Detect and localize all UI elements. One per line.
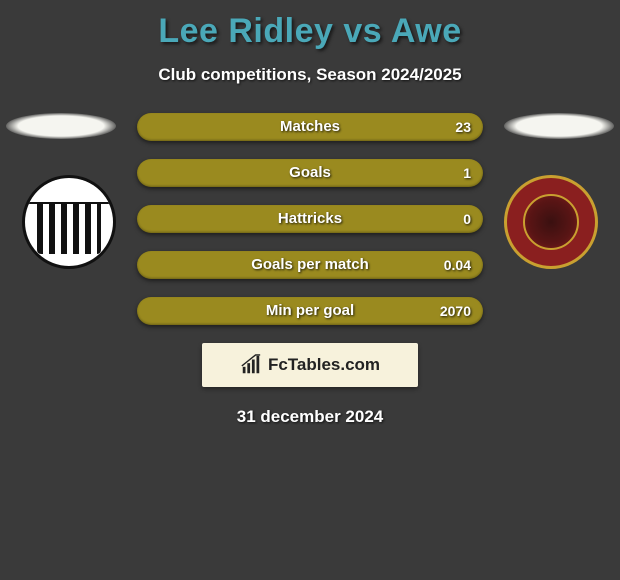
stat-right-value: 0.04 (444, 251, 471, 279)
club-crest-right (504, 175, 598, 269)
club-crest-left (22, 175, 116, 269)
stat-label: Matches (137, 113, 483, 141)
brand-name: FcTables.com (268, 355, 380, 375)
stat-right-value: 23 (455, 113, 471, 141)
stat-right-value: 2070 (440, 297, 471, 325)
comparison-area: Matches 23 Goals 1 Hattricks 0 Goals per… (0, 113, 620, 427)
stat-row-hattricks: Hattricks 0 (137, 205, 483, 233)
stat-right-value: 0 (463, 205, 471, 233)
stat-right-value: 1 (463, 159, 471, 187)
stat-row-matches: Matches 23 (137, 113, 483, 141)
stat-row-min-per-goal: Min per goal 2070 (137, 297, 483, 325)
stat-label: Hattricks (137, 205, 483, 233)
brand-box: FcTables.com (202, 343, 418, 387)
crest-shadow-right (504, 113, 614, 139)
stat-label: Goals per match (137, 251, 483, 279)
chart-icon (240, 354, 262, 376)
date-line: 31 december 2024 (0, 407, 620, 427)
grimsby-crest-icon (37, 190, 101, 254)
subtitle: Club competitions, Season 2024/2025 (0, 65, 620, 85)
crest-shadow-left (6, 113, 116, 139)
accrington-crest-icon (523, 194, 579, 250)
stat-row-goals-per-match: Goals per match 0.04 (137, 251, 483, 279)
stat-label: Goals (137, 159, 483, 187)
stat-label: Min per goal (137, 297, 483, 325)
stat-row-goals: Goals 1 (137, 159, 483, 187)
stat-rows: Matches 23 Goals 1 Hattricks 0 Goals per… (137, 113, 483, 325)
page-title: Lee Ridley vs Awe (0, 0, 620, 51)
